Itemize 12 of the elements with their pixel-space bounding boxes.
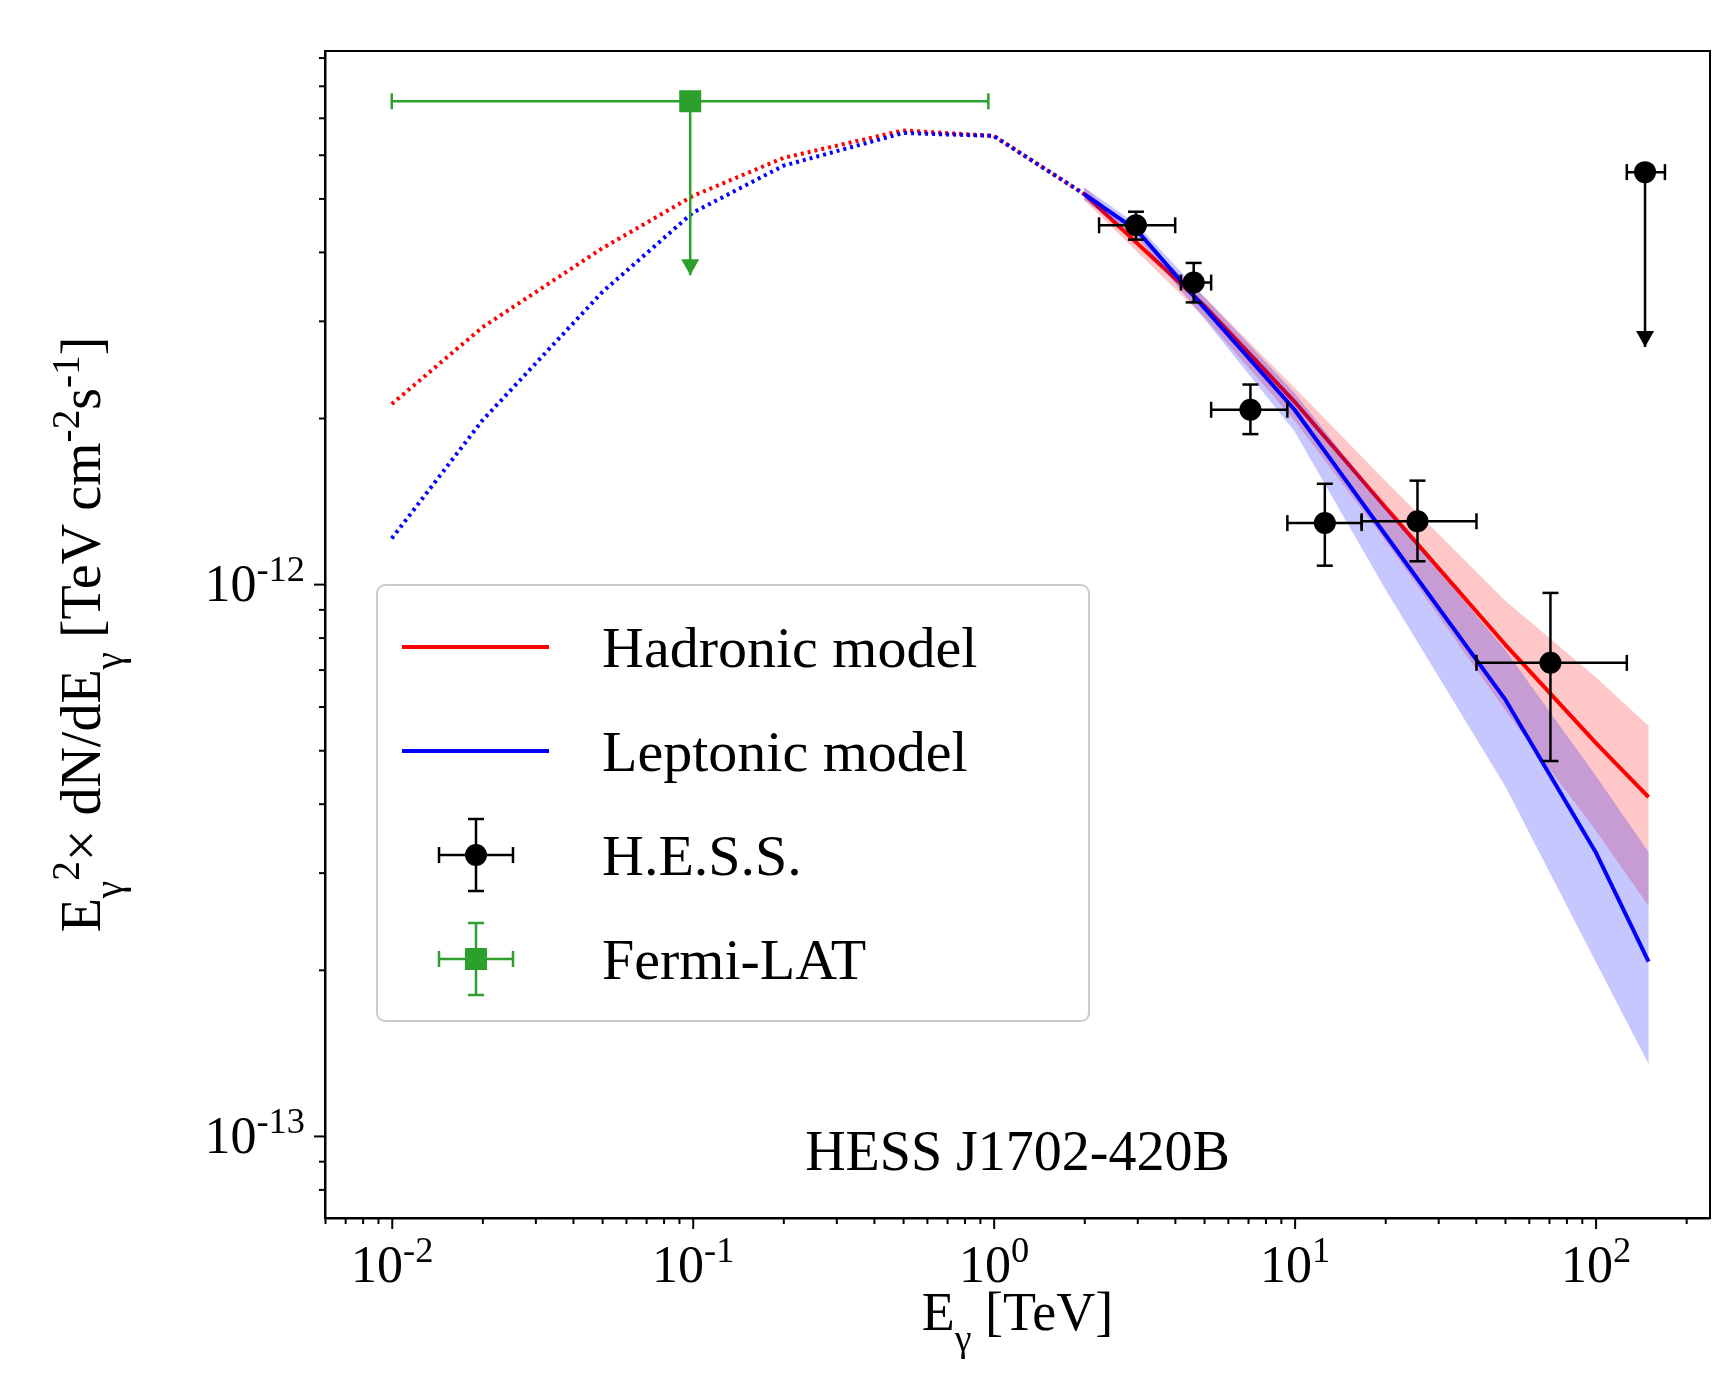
legend-label: Fermi-LAT (602, 927, 867, 992)
y-tick-label: 10$^{-13}$ (204, 1101, 305, 1165)
legend-label: Leptonic model (602, 719, 968, 784)
x-tick-label: 10$^{2}$ (1560, 1229, 1632, 1293)
legend-label: H.E.S.S. (602, 823, 802, 888)
x-axis-title: E$_{γ}$ [TeV] (921, 1282, 1114, 1359)
y-tick-label: 10$^{-12}$ (204, 549, 305, 613)
x-tick-label: 10$^{-2}$ (351, 1229, 434, 1293)
annotation: HESS J1702-420B (805, 1120, 1230, 1182)
x-tick-label: 10$^{-1}$ (652, 1229, 735, 1293)
legend-label: Hadronic model (602, 615, 978, 680)
x-tick-label: 10$^{1}$ (1260, 1229, 1331, 1293)
